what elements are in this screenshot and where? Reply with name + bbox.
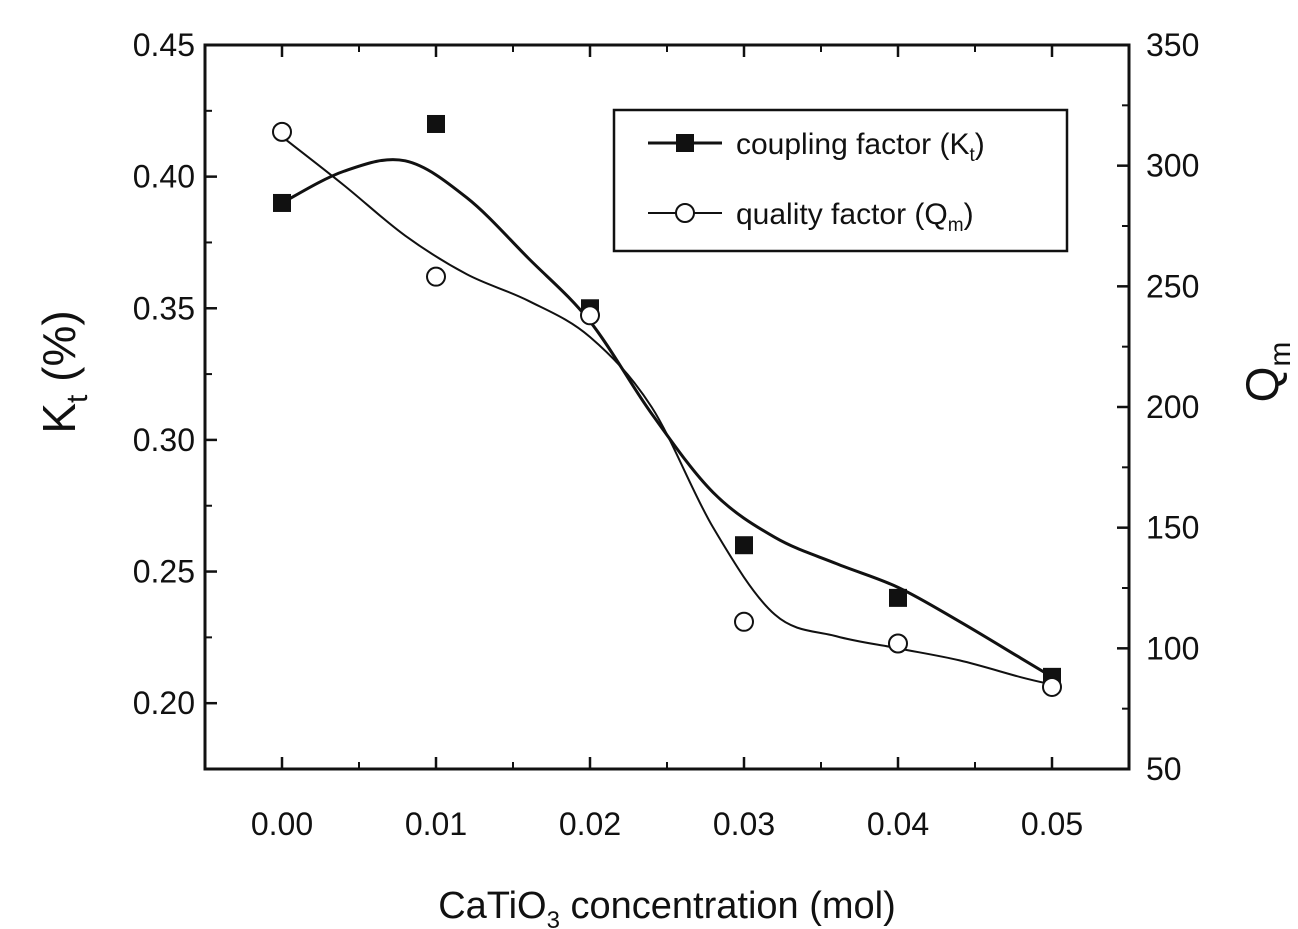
x-tick-label: 0.00: [251, 806, 313, 842]
legend-marker-quality: [675, 203, 695, 223]
legend-label-quality-main: quality factor (Q: [736, 198, 948, 231]
legend: coupling factor (Kt) quality factor (Qm): [612, 108, 1069, 253]
coupling-factor-point: [889, 588, 907, 607]
y-right-tick-label: 350: [1146, 27, 1199, 63]
quality-factor-curve: [281, 135, 1053, 686]
y-right-tick-label: 100: [1146, 630, 1199, 666]
quality-factor-point: [888, 633, 908, 654]
y-left-axis-title-main: K: [33, 403, 85, 434]
quality-factor-point: [580, 305, 600, 326]
legend-marker-coupling: [676, 134, 694, 152]
x-axis-title-post: concentration (mol): [560, 885, 896, 927]
y-right-axis-title-main: Q: [1236, 367, 1288, 403]
legend-label-quality-post: ): [964, 198, 974, 231]
fit-curves: [281, 135, 1053, 686]
legend-label-quality-sub: m: [948, 215, 964, 236]
y-right-tick-label: 250: [1146, 268, 1199, 304]
y-left-tick-label: 0.35: [133, 290, 195, 326]
legend-label-quality: quality factor (Qm): [736, 198, 974, 236]
y-left-tick-label: 0.40: [133, 159, 195, 195]
legend-box: [612, 108, 1069, 253]
quality-factor-point: [426, 266, 446, 287]
y-left-axis-title-post: (%): [33, 310, 85, 394]
x-axis-title: CaTiO3 concentration (mol): [438, 885, 896, 929]
coupling-factor-point: [427, 114, 445, 133]
y-left-tick-label: 0.45: [133, 27, 195, 63]
x-tick-label: 0.01: [405, 806, 467, 842]
y-right-axis-title: Qm: [1236, 342, 1297, 403]
legend-label-coupling-main: coupling factor (K: [736, 128, 969, 161]
y-left-tick-label: 0.20: [133, 685, 195, 721]
legend-label-coupling-post: ): [975, 128, 985, 161]
y-right-tick-label: 50: [1146, 751, 1182, 787]
y-left-tick-label: 0.25: [133, 554, 195, 590]
axis-ticks: [205, 43, 1129, 771]
y-left-axis-title-sub: t: [61, 394, 94, 403]
y-left-axis-title: Kt (%): [33, 310, 94, 433]
legend-label-coupling-sub: t: [969, 145, 975, 166]
y-right-axis-title-sub: m: [1264, 342, 1297, 367]
coupling-factor-point: [273, 193, 291, 212]
tick-labels: 0.00 0.01 0.02 0.03 0.04 0.05 0.20 0.25 0.30 0.35…: [133, 27, 1200, 842]
y-right-tick-label: 300: [1146, 148, 1199, 184]
quality-factor-point: [1042, 676, 1062, 697]
x-tick-label: 0.04: [867, 806, 929, 842]
y-right-tick-label: 150: [1146, 510, 1199, 546]
y-left-tick-label: 0.30: [133, 422, 195, 458]
x-axis-title-sub: 3: [547, 907, 560, 929]
x-tick-label: 0.02: [559, 806, 621, 842]
coupling-factor-point: [735, 536, 753, 555]
legend-label-coupling: coupling factor (Kt): [736, 128, 985, 166]
data-points: [272, 114, 1062, 697]
x-axis-title-pre: CaTiO: [438, 885, 546, 927]
x-tick-label: 0.03: [713, 806, 775, 842]
y-right-tick-label: 200: [1146, 389, 1199, 425]
quality-factor-point: [272, 121, 292, 142]
x-tick-label: 0.05: [1021, 806, 1083, 842]
quality-factor-point: [734, 611, 754, 632]
